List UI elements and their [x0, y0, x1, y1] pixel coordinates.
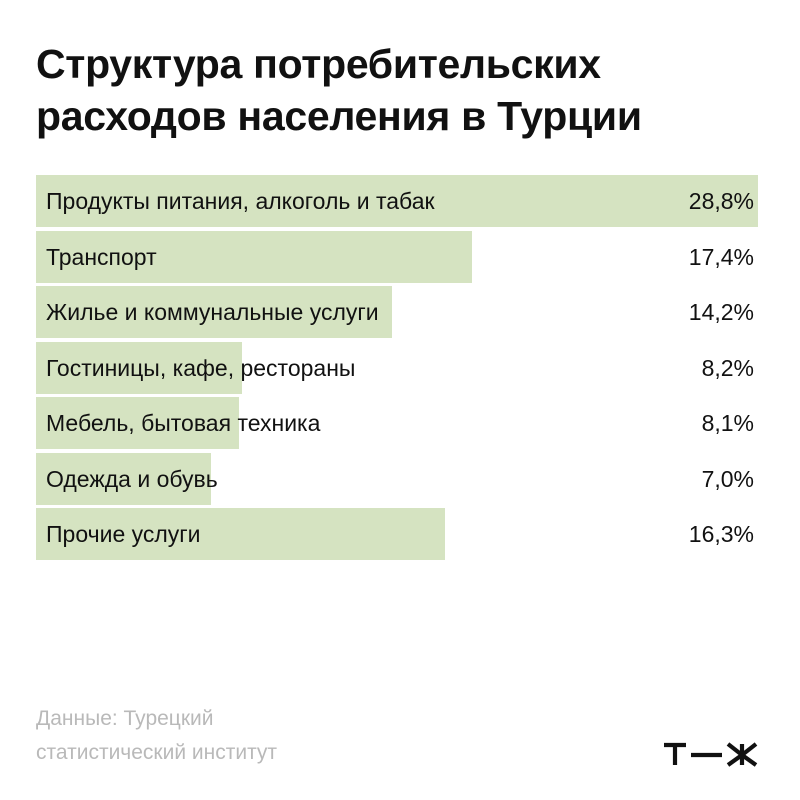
bar: [36, 341, 242, 394]
category-label: Продукты питания, алкоголь и табак: [46, 188, 435, 214]
bar-row: Мебель, бытовая техника 8,1%: [36, 397, 758, 449]
category-label: Мебель, бытовая техника: [46, 410, 321, 436]
bar-row: Прочие услуги 16,3%: [36, 508, 758, 560]
source-line-2: статистический институт: [36, 741, 278, 764]
bar-chart: Продукты питания, алкоголь и табак 28,8% Т…: [36, 175, 758, 564]
value-label: 7,0%: [701, 465, 754, 492]
value-label: 14,2%: [688, 299, 754, 325]
category-label: Прочие услуги: [46, 521, 201, 547]
bar: [36, 452, 212, 505]
category-label: Гостиницы, кафе, рестораны: [46, 354, 356, 381]
bar-row: Жилье и коммунальные услуги 14,2%: [36, 286, 758, 338]
chart-title: Структура потребительских расходов насел…: [36, 38, 756, 142]
value-label: 8,2%: [701, 354, 754, 381]
value-label: 28,8%: [688, 188, 754, 214]
title-line-1: Структура потребительских: [36, 41, 601, 87]
source-note: Данные: Турецкий статистический институт: [36, 702, 277, 770]
category-label: Одежда и обувь: [46, 465, 218, 492]
title-line-2: расходов населения в Турции: [36, 93, 642, 139]
bar: [36, 397, 240, 449]
category-label: Транспорт: [46, 243, 157, 270]
value-label: 16,3%: [688, 521, 754, 547]
bar-row: Транспорт 17,4%: [36, 230, 758, 283]
bar-row: Продукты питания, алкоголь и табак 28,8%: [36, 175, 758, 227]
bar: [36, 508, 445, 560]
category-label: Жилье и коммунальные услуги: [46, 299, 379, 325]
tzh-logo: [664, 742, 758, 767]
value-label: 17,4%: [688, 243, 754, 270]
source-line-1: Данные: Турецкий: [36, 707, 214, 730]
bar: [36, 175, 758, 227]
bar: [36, 230, 473, 283]
bar-row: Одежда и обувь 7,0%: [36, 452, 758, 505]
bar: [36, 286, 392, 338]
value-label: 8,1%: [701, 410, 754, 436]
bar-row: Гостиницы, кафе, рестораны 8,2%: [36, 341, 758, 394]
